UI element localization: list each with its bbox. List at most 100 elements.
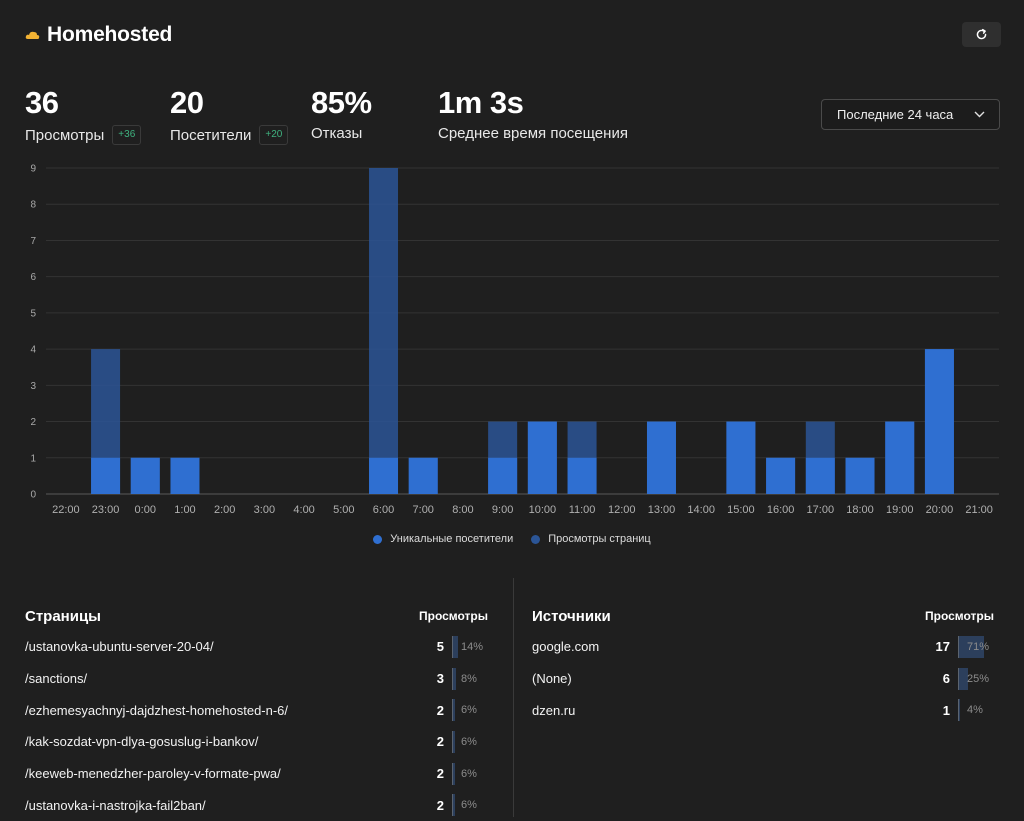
chevron-down-icon xyxy=(974,111,985,118)
stat-value: 36 xyxy=(25,85,59,120)
row-label[interactable]: /ezhemesyachnyj-dajdzhest-homehosted-n-6… xyxy=(25,702,289,718)
table-row[interactable]: (None) 6 25% xyxy=(532,663,994,695)
unique-visitors-bar[interactable] xyxy=(130,457,160,494)
pageviews-bar[interactable] xyxy=(369,168,399,494)
percent-bar xyxy=(453,794,455,817)
refresh-icon xyxy=(976,28,987,40)
change-badge: +20 xyxy=(259,125,289,145)
row-percent: 4% xyxy=(967,704,983,717)
x-tick-label: 16:00 xyxy=(767,504,795,516)
percent-bar xyxy=(453,699,455,722)
percent-bar xyxy=(959,667,968,690)
percent-bar-baseline xyxy=(958,667,959,690)
chart-legend: Уникальные посетители Просмотры страниц xyxy=(0,533,1024,545)
unique-visitors-bar[interactable] xyxy=(408,457,438,494)
table-row[interactable]: dzen.ru 1 4% xyxy=(532,694,994,726)
table-row[interactable]: /ustanovka-i-nastrojka-fail2ban/2 6% xyxy=(25,789,488,821)
unique-visitors-bar[interactable] xyxy=(488,457,518,494)
stat-value: 85% xyxy=(311,85,372,120)
row-count: 17 xyxy=(935,639,950,655)
x-tick-label: 19:00 xyxy=(886,504,914,516)
y-tick-label: 3 xyxy=(30,381,36,392)
row-percent: 8% xyxy=(461,672,477,685)
cloud-icon xyxy=(25,31,40,39)
x-tick-label: 17:00 xyxy=(807,504,835,516)
row-count: 2 xyxy=(436,766,444,782)
unique-visitors-bar[interactable] xyxy=(924,349,954,494)
percent-bar-baseline xyxy=(452,794,453,817)
row-percent: 25% xyxy=(967,672,990,685)
y-tick-label: 4 xyxy=(30,345,36,356)
row-label[interactable]: /ustanovka-ubuntu-server-20-04/ xyxy=(25,639,214,655)
unique-visitors-bar[interactable] xyxy=(805,457,835,494)
table-row[interactable]: /ezhemesyachnyj-dajdzhest-homehosted-n-6… xyxy=(25,694,488,726)
row-label[interactable]: /sanctions/ xyxy=(25,671,88,687)
row-label[interactable]: dzen.ru xyxy=(532,702,576,718)
stat-label: Посетители xyxy=(170,126,252,144)
stat-visitors: 20 Посетители +20 xyxy=(170,86,289,145)
unique-visitors-bar[interactable] xyxy=(91,457,121,494)
percent-cell: 71% xyxy=(958,635,994,658)
table-row[interactable]: google.com 17 71% xyxy=(532,631,994,663)
pages-panel: Страницы Просмотры /ustanovka-ubuntu-ser… xyxy=(25,606,488,821)
row-count: 3 xyxy=(436,671,444,687)
unique-visitors-bar[interactable] xyxy=(369,457,399,494)
sources-panel: Источники Просмотры google.com 17 71% (None… xyxy=(532,606,994,726)
percent-bar xyxy=(453,730,455,753)
row-label[interactable]: /ustanovka-i-nastrojka-fail2ban/ xyxy=(25,797,206,813)
unique-visitors-bar[interactable] xyxy=(766,457,796,494)
percent-cell: 6% xyxy=(452,699,488,722)
panel-title: Источники xyxy=(532,607,611,625)
table-row[interactable]: /ustanovka-ubuntu-server-20-04/5 14% xyxy=(25,631,488,663)
x-tick-label: 9:00 xyxy=(492,504,513,516)
row-label[interactable]: (None) xyxy=(532,671,572,687)
table-row[interactable]: /kak-sozdat-vpn-dlya-gosuslug-i-bankov/2… xyxy=(25,726,488,758)
date-range-select[interactable]: Последние 24 часа xyxy=(821,99,1000,130)
table-row[interactable]: /sanctions/3 8% xyxy=(25,663,488,695)
legend-item-page-views[interactable]: Просмотры страниц xyxy=(531,533,651,545)
percent-bar xyxy=(959,635,984,658)
stat-label: Среднее время посещения xyxy=(438,125,628,142)
row-count: 2 xyxy=(436,797,444,813)
percent-bar-baseline xyxy=(452,699,453,722)
x-tick-label: 7:00 xyxy=(413,504,434,516)
row-count: 5 xyxy=(436,639,444,655)
y-tick-label: 1 xyxy=(30,453,36,464)
x-tick-label: 10:00 xyxy=(529,504,557,516)
unique-visitors-bar[interactable] xyxy=(567,457,597,494)
percent-bar xyxy=(959,699,960,722)
visits-chart: 0 1 2 3 4 5 6 7 8 9 22:00 23:00 0:00 1:00 2:00 3:00 4:00… xyxy=(30,164,999,516)
percent-bar xyxy=(453,635,458,658)
stat-views: 36 Просмотры +36 xyxy=(25,85,142,145)
unique-visitors-bar[interactable] xyxy=(170,457,200,494)
x-tick-label: 18:00 xyxy=(846,504,874,516)
unique-visitors-bar[interactable] xyxy=(646,421,676,494)
app-title: Homehosted xyxy=(47,23,173,46)
table-row[interactable]: /keeweb-menedzher-paroley-v-formate-pwa/… xyxy=(25,758,488,790)
percent-bar xyxy=(453,762,455,785)
stat-label: Просмотры xyxy=(25,126,105,144)
percent-cell: 6% xyxy=(452,762,488,785)
row-label[interactable]: /kak-sozdat-vpn-dlya-gosuslug-i-bankov/ xyxy=(25,734,259,750)
stat-value: 1m 3s xyxy=(438,85,524,120)
unique-visitors-bar[interactable] xyxy=(885,421,915,494)
x-tick-label: 6:00 xyxy=(373,504,394,516)
legend-item-unique-visitors[interactable]: Уникальные посетители xyxy=(373,533,513,545)
x-tick-label: 15:00 xyxy=(727,504,755,516)
x-tick-label: 8:00 xyxy=(452,504,473,516)
unique-visitors-bar[interactable] xyxy=(845,457,875,494)
column-header: Просмотры xyxy=(418,609,488,623)
x-tick-label: 13:00 xyxy=(648,504,676,516)
unique-visitors-bar[interactable] xyxy=(726,421,756,494)
row-percent: 14% xyxy=(461,640,484,653)
percent-bar-baseline xyxy=(452,762,453,785)
row-label[interactable]: /keeweb-menedzher-paroley-v-formate-pwa/ xyxy=(25,766,281,782)
x-tick-label: 20:00 xyxy=(926,504,954,516)
row-percent: 6% xyxy=(461,799,477,812)
stat-avg-visit-time: 1m 3s Среднее время посещения xyxy=(438,85,628,143)
refresh-button[interactable] xyxy=(962,22,1001,47)
percent-cell: 6% xyxy=(452,794,488,817)
row-label[interactable]: google.com xyxy=(532,639,600,655)
x-tick-label: 21:00 xyxy=(965,504,993,516)
unique-visitors-bar[interactable] xyxy=(527,421,557,494)
